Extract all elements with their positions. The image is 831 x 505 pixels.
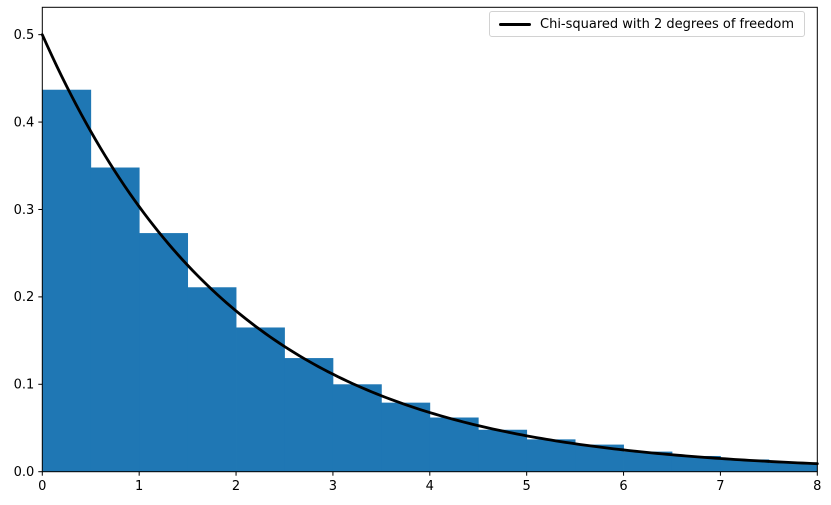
histogram-bar [768, 462, 818, 472]
legend: Chi-squared with 2 degrees of freedom [489, 11, 806, 37]
x-axis-tick-label: 3 [329, 479, 337, 494]
histogram-bar [526, 439, 576, 472]
x-axis-tick-label: 0 [38, 479, 46, 494]
y-axis-tick-label: 0.2 [14, 290, 35, 305]
x-axis-tick-label: 6 [619, 479, 627, 494]
legend-line-sample-icon [499, 22, 531, 26]
y-axis-tick-label: 0.4 [14, 115, 35, 130]
x-axis-tick-label: 4 [426, 479, 434, 494]
x-axis-tick-label: 5 [523, 479, 531, 494]
histogram-bar [381, 402, 431, 472]
x-axis-tick-label: 8 [813, 479, 821, 494]
histogram-bar [42, 89, 92, 472]
histogram-bar [671, 455, 721, 472]
x-axis-tick-label: 2 [232, 479, 240, 494]
y-axis-tick-label: 0.0 [14, 465, 35, 480]
histogram-bar [332, 384, 382, 472]
histogram-bar [623, 451, 673, 472]
histogram-bar [139, 233, 189, 472]
x-axis-tick-label: 7 [716, 479, 724, 494]
histogram-bar [236, 327, 285, 472]
plot-frame [41, 6, 818, 473]
histogram-bar [429, 417, 479, 472]
y-axis-tick-label: 0.5 [14, 28, 35, 43]
y-axis-tick-label: 0.3 [14, 203, 35, 218]
y-axis-tick-label: 0.1 [14, 378, 35, 393]
histogram-bar [720, 459, 770, 472]
histogram-bar [478, 429, 528, 472]
x-axis-tick-label: 1 [135, 479, 143, 494]
histogram-bar [187, 287, 237, 472]
histogram-bar [284, 358, 334, 472]
pdf-curve [40, 33, 819, 466]
histogram-bar [90, 167, 140, 472]
legend-label: Chi-squared with 2 degrees of freedom [540, 16, 795, 32]
